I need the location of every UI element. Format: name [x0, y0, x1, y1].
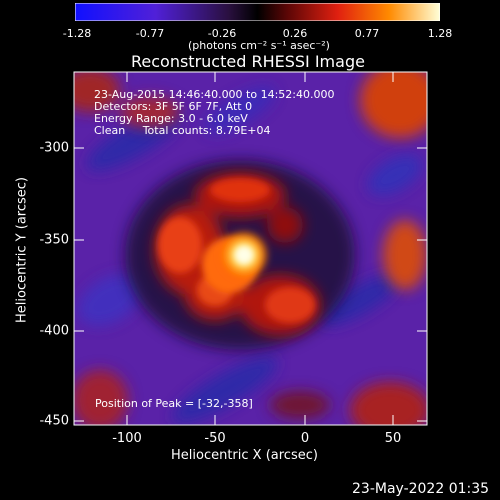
y-tick-label: -450 [39, 413, 69, 429]
y-tick-label: -400 [39, 323, 69, 339]
plot-frame [73, 71, 428, 426]
time-range-annotation: 23-Aug-2015 14:46:40.000 to 14:52:40.000 [94, 88, 335, 101]
x-tick-label: 0 [300, 431, 310, 446]
y-axis-ticks [74, 147, 427, 422]
colorbar-tick-label: 1.28 [427, 27, 453, 40]
colorbar-tick-label: -1.28 [62, 27, 92, 40]
y-axis-label: Heliocentric Y (arcsec) [14, 177, 30, 323]
peak-source [218, 229, 270, 281]
colorbar-tick-label: 0.26 [282, 27, 308, 40]
colorbar-tick-label: -0.77 [135, 27, 165, 40]
x-tick-label: 50 [384, 431, 402, 446]
detectors-annotation: Detectors: 3F 5F 6F 7F, Att 0 [94, 100, 253, 113]
colorbar-tick-label: 0.77 [354, 27, 380, 40]
reconstructed-image [74, 72, 427, 425]
x-tick-label: -50 [204, 431, 226, 446]
x-axis-ticks [126, 72, 394, 425]
colorbar-units: (photons cm⁻² s⁻¹ asec⁻²) [188, 39, 330, 52]
x-tick-label: -100 [112, 431, 142, 446]
energy-range-annotation: Energy Range: 3.0 - 6.0 keV [94, 112, 248, 125]
clean-counts-annotation: Clean Total counts: 8.79E+04 [94, 124, 271, 137]
y-tick-label: -300 [39, 140, 69, 156]
footer-timestamp: 23-May-2022 01:35 [352, 481, 490, 497]
plot-title: Reconstructed RHESSI Image [131, 52, 365, 71]
colorbar-tick-label: -0.26 [207, 27, 237, 40]
peak-position-annotation: Position of Peak = [-32,-358] [95, 397, 253, 410]
x-axis-label: Heliocentric X (arcsec) [171, 448, 318, 463]
colorbar [75, 3, 440, 21]
y-tick-label: -350 [39, 232, 69, 248]
